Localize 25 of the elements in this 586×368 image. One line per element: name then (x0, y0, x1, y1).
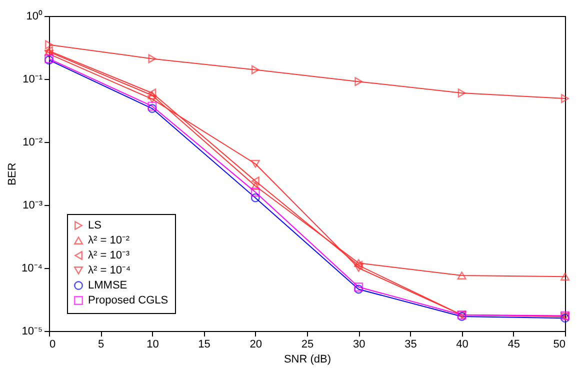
y-tick-label: 10⁻⁵ (22, 326, 42, 338)
y-tick-label: 10⁻² (22, 136, 43, 148)
x-axis-title: SNR (dB) (284, 354, 332, 366)
y-tick-label: 10⁻¹ (22, 74, 43, 86)
y-tick-label: 10⁰ (26, 10, 42, 22)
x-tick-label: 25 (301, 338, 314, 350)
x-tick-label: 5 (98, 338, 104, 350)
x-tick-label: 0 (50, 338, 56, 350)
x-tick-label: 40 (456, 338, 468, 350)
legend-label: Proposed CGLS (88, 294, 168, 306)
x-tick-label: 20 (250, 338, 262, 350)
x-tick-label: 35 (404, 338, 417, 350)
y-tick-label: 10⁻³ (22, 200, 43, 212)
legend-label: LS (88, 220, 102, 232)
x-tick-label: 50 (553, 338, 566, 350)
y-tick-label: 10⁻⁴ (22, 262, 43, 274)
legend-label: λ² = 10⁻⁴ (88, 264, 131, 276)
legend-label: λ² = 10⁻³ (88, 250, 130, 262)
x-tick-label: 45 (508, 338, 520, 350)
x-tick-label: 30 (352, 338, 366, 350)
legend-label: LMMSE (88, 280, 128, 292)
x-tick-label: 10 (146, 338, 159, 350)
y-axis-title: BER (6, 162, 19, 186)
legend-label: λ² = 10⁻² (88, 234, 130, 246)
x-tick-label: 15 (198, 338, 210, 350)
